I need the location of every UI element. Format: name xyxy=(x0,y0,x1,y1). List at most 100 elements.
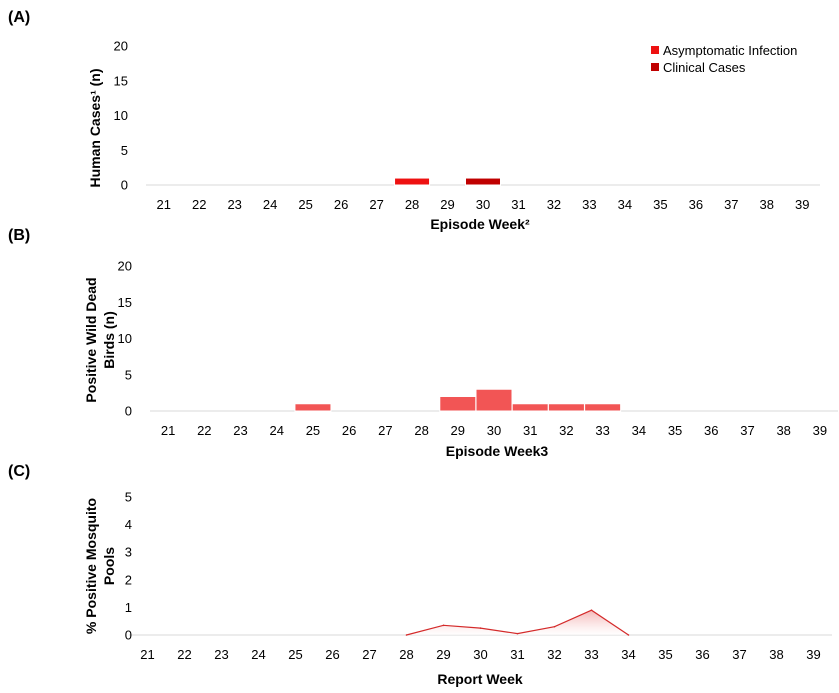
panel-c-ylabel-line2: Pools xyxy=(101,547,117,585)
bar-birds-week-32 xyxy=(547,403,585,412)
panel-a-plot: 0 5 10 15 20 21 22 23 24 25 26 27 28 29 30 31 32 33 34 35 36… xyxy=(114,39,820,212)
panel-b-ylabel-line1: Positive Wild Dead xyxy=(83,277,99,402)
panel-b-y-tick: 10 xyxy=(118,331,132,346)
panel-a-x-tick: 24 xyxy=(263,197,277,212)
panel-c-x-tick: 35 xyxy=(658,647,672,662)
panel-a-y-tick: 20 xyxy=(114,39,128,54)
panel-a-xlabel: Episode Week² xyxy=(430,216,530,232)
panel-b-x-tick: 27 xyxy=(378,423,392,438)
panel-b-x-tick: 32 xyxy=(559,423,573,438)
panel-a-x-tick: 33 xyxy=(582,197,596,212)
panel-a-x-tick: 27 xyxy=(369,197,383,212)
panel-b-x-tick: 22 xyxy=(197,423,211,438)
panel-b-x-tick: 31 xyxy=(523,423,537,438)
mosquito-point-week-28 xyxy=(405,634,408,636)
bar-birds-week-25 xyxy=(294,403,332,412)
panel-b-plot: 0 5 10 15 20 21 22 23 24 25 26 27 28 29 30 31 32 33 34 35 36… xyxy=(118,259,838,438)
panel-c-x-tick: 31 xyxy=(510,647,524,662)
panel-c-x-tick: 23 xyxy=(214,647,228,662)
panel-b-x-tick: 35 xyxy=(668,423,682,438)
panel-c-y-tick: 4 xyxy=(125,517,132,532)
panel-a-ylabel: Human Cases¹ (n) xyxy=(87,68,103,187)
panel-c-x-tick: 25 xyxy=(288,647,302,662)
panel-b-x-tick: 38 xyxy=(776,423,790,438)
panel-b-x-tick: 39 xyxy=(813,423,827,438)
panel-a-x-tick: 37 xyxy=(724,197,738,212)
panel-c-x-tick: 34 xyxy=(621,647,635,662)
panel-b-x-tick: 29 xyxy=(451,423,465,438)
panel-b-x-tick: 34 xyxy=(632,423,646,438)
mosquito-point-week-33 xyxy=(590,609,593,611)
bar-birds-week-33 xyxy=(584,403,622,412)
panel-b-xlabel: Episode Week3 xyxy=(446,443,549,459)
panel-c-label: (C) xyxy=(8,463,30,480)
panel-c-x-tick: 37 xyxy=(732,647,746,662)
panel-a-y-tick: 5 xyxy=(121,143,128,158)
panel-c: (C) % Positive Mosquito Pools Report Wee… xyxy=(8,463,832,687)
panel-c-x-tick: 29 xyxy=(436,647,450,662)
panel-c-y-tick: 5 xyxy=(125,490,132,505)
panel-c-y-tick: 2 xyxy=(125,572,132,587)
legend-swatch-clinical xyxy=(651,63,659,71)
panel-b-x-tick: 30 xyxy=(487,423,501,438)
bar-clinical-week-30 xyxy=(465,177,501,186)
panel-b-label: (B) xyxy=(8,227,30,244)
panel-a-x-tick: 23 xyxy=(227,197,241,212)
panel-a: (A) Human Cases¹ (n) Episode Week² Asymp… xyxy=(8,9,820,232)
panel-b-x-tick: 28 xyxy=(414,423,428,438)
panel-a-y-tick: 10 xyxy=(114,108,128,123)
panel-a-y-tick: 15 xyxy=(114,73,128,88)
panel-a-x-tick: 34 xyxy=(618,197,632,212)
panel-b-x-tick: 25 xyxy=(306,423,320,438)
panel-a-x-tick: 35 xyxy=(653,197,667,212)
panel-c-x-tick: 32 xyxy=(547,647,561,662)
bar-birds-week-29 xyxy=(439,396,477,412)
panel-c-xlabel: Report Week xyxy=(437,671,523,687)
legend-swatch-asymptomatic xyxy=(651,46,659,54)
panel-b-x-tick: 26 xyxy=(342,423,356,438)
panel-a-x-tick: 36 xyxy=(689,197,703,212)
mosquito-area-fill xyxy=(406,610,629,635)
panel-b-y-tick: 15 xyxy=(118,295,132,310)
mosquito-point-week-30 xyxy=(479,627,482,629)
panel-c-y-tick: 1 xyxy=(125,600,132,615)
panel-b-x-tick: 36 xyxy=(704,423,718,438)
bar-asymptomatic-week-28 xyxy=(394,177,431,186)
panel-c-x-tick: 27 xyxy=(362,647,376,662)
bar-birds-week-30 xyxy=(475,388,513,412)
panel-c-x-tick: 39 xyxy=(806,647,820,662)
panel-c-y-tick: 0 xyxy=(125,628,132,643)
panel-a-y-tick: 0 xyxy=(121,178,128,193)
panel-c-x-tick: 26 xyxy=(325,647,339,662)
panel-c-x-tick: 38 xyxy=(769,647,783,662)
panel-a-label: (A) xyxy=(8,9,30,26)
panel-a-x-tick: 32 xyxy=(547,197,561,212)
panel-b-y-tick: 5 xyxy=(125,367,132,382)
panel-c-x-tick: 28 xyxy=(399,647,413,662)
panel-b-x-tick: 23 xyxy=(233,423,247,438)
mosquito-point-week-32 xyxy=(553,625,556,628)
panel-c-x-tick: 21 xyxy=(140,647,154,662)
panel-c-x-tick: 33 xyxy=(584,647,598,662)
panel-b-x-tick: 33 xyxy=(595,423,609,438)
panel-b-y-tick: 0 xyxy=(125,404,132,419)
panel-a-x-tick: 30 xyxy=(476,197,490,212)
panel-b-x-tick: 21 xyxy=(161,423,175,438)
panel-a-legend: Asymptomatic Infection Clinical Cases xyxy=(651,43,797,75)
panel-b-x-tick: 24 xyxy=(270,423,284,438)
panel-a-x-tick: 22 xyxy=(192,197,206,212)
panel-c-x-tick: 30 xyxy=(473,647,487,662)
panel-b-ylabel-line2: Birds (n) xyxy=(101,311,117,369)
panel-a-x-tick: 28 xyxy=(405,197,419,212)
mosquito-point-week-34 xyxy=(627,634,630,636)
panel-b: (B) Positive Wild Dead Birds (n) Episode… xyxy=(8,227,838,459)
mosquito-point-week-29 xyxy=(442,624,445,627)
bar-birds-week-31 xyxy=(511,403,549,412)
panel-a-x-tick: 31 xyxy=(511,197,525,212)
panel-c-y-tick: 3 xyxy=(125,545,132,560)
panel-a-x-tick: 29 xyxy=(440,197,454,212)
panel-a-x-tick: 26 xyxy=(334,197,348,212)
panel-a-x-tick: 39 xyxy=(795,197,809,212)
